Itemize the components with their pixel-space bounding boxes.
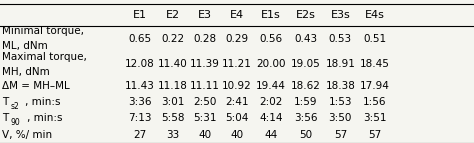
Text: 0.56: 0.56 [260, 34, 283, 44]
Text: s2: s2 [11, 102, 19, 111]
Text: E4s: E4s [365, 10, 384, 20]
Text: 2:02: 2:02 [259, 97, 283, 107]
Text: 3:01: 3:01 [161, 97, 185, 107]
Text: 12.08: 12.08 [125, 59, 155, 69]
Text: 27: 27 [133, 130, 146, 140]
Text: 11.40: 11.40 [158, 59, 188, 69]
Text: 19.44: 19.44 [256, 81, 286, 91]
Text: 11.43: 11.43 [125, 81, 155, 91]
Text: , min:s: , min:s [27, 113, 63, 123]
Text: V, %/ min: V, %/ min [2, 130, 53, 140]
Text: 5:58: 5:58 [161, 113, 185, 123]
Text: 10.92: 10.92 [222, 81, 252, 91]
Text: 7:13: 7:13 [128, 113, 152, 123]
Text: 18.38: 18.38 [325, 81, 356, 91]
Text: E3s: E3s [330, 10, 350, 20]
Text: 11.11: 11.11 [190, 81, 220, 91]
Text: 1:53: 1:53 [328, 97, 352, 107]
Text: 17.94: 17.94 [359, 81, 390, 91]
Text: 2:50: 2:50 [193, 97, 217, 107]
Text: 18.45: 18.45 [359, 59, 390, 69]
Text: 0.22: 0.22 [162, 34, 184, 44]
Text: Maximal torque,: Maximal torque, [2, 52, 87, 62]
Text: 40: 40 [199, 130, 212, 140]
Text: 3:51: 3:51 [363, 113, 386, 123]
Text: 3:36: 3:36 [128, 97, 152, 107]
Text: 18.91: 18.91 [325, 59, 356, 69]
Text: 3:56: 3:56 [294, 113, 318, 123]
Text: 1:56: 1:56 [363, 97, 386, 107]
Text: 90: 90 [11, 118, 21, 127]
Text: 57: 57 [368, 130, 381, 140]
Text: T: T [2, 97, 9, 107]
Text: T: T [2, 113, 9, 123]
Text: 40: 40 [230, 130, 244, 140]
Text: 11.39: 11.39 [190, 59, 220, 69]
Text: E2s: E2s [296, 10, 316, 20]
Text: 44: 44 [264, 130, 278, 140]
Text: 19.05: 19.05 [291, 59, 320, 69]
Text: 11.21: 11.21 [222, 59, 252, 69]
Text: 33: 33 [166, 130, 180, 140]
Text: 50: 50 [299, 130, 312, 140]
Text: 5:31: 5:31 [193, 113, 217, 123]
Text: 0.53: 0.53 [329, 34, 352, 44]
Text: 4:14: 4:14 [259, 113, 283, 123]
Text: Minimal torque,: Minimal torque, [2, 26, 84, 36]
Text: 0.65: 0.65 [128, 34, 151, 44]
Text: 0.29: 0.29 [226, 34, 248, 44]
Text: , min:s: , min:s [25, 97, 61, 107]
Text: E2: E2 [166, 10, 180, 20]
Text: 3:50: 3:50 [328, 113, 352, 123]
Text: ML, dNm: ML, dNm [2, 41, 48, 51]
Text: 11.18: 11.18 [158, 81, 188, 91]
Text: 57: 57 [334, 130, 347, 140]
Text: 20.00: 20.00 [256, 59, 286, 69]
Text: 1:59: 1:59 [294, 97, 318, 107]
Text: 0.28: 0.28 [194, 34, 217, 44]
Text: ΔM = MH–ML: ΔM = MH–ML [2, 81, 70, 91]
Text: 2:41: 2:41 [225, 97, 249, 107]
Text: 0.51: 0.51 [363, 34, 386, 44]
Text: 5:04: 5:04 [225, 113, 249, 123]
Text: E1: E1 [133, 10, 147, 20]
Text: E1s: E1s [261, 10, 281, 20]
Text: 18.62: 18.62 [291, 81, 321, 91]
Text: E4: E4 [230, 10, 244, 20]
Text: MH, dNm: MH, dNm [2, 67, 50, 77]
Text: E3: E3 [198, 10, 212, 20]
Text: 0.43: 0.43 [294, 34, 317, 44]
